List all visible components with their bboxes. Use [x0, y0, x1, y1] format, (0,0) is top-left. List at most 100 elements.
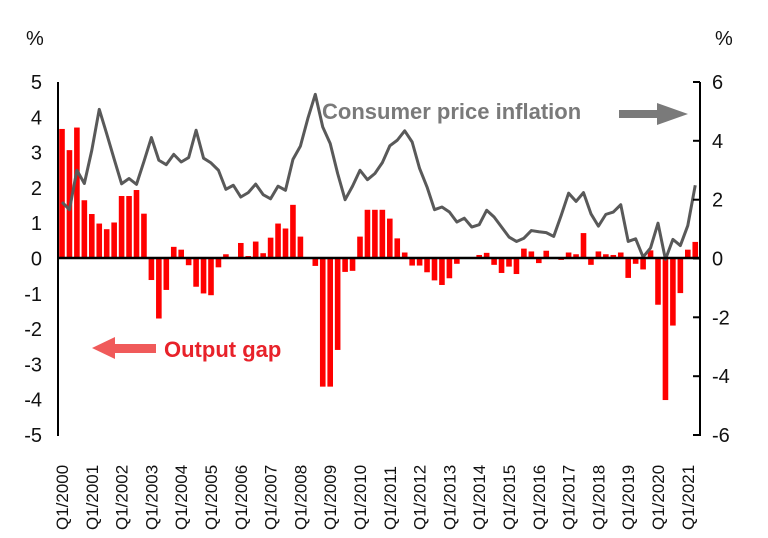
output-gap-bar [111, 222, 117, 259]
output-gap-bar [617, 252, 624, 259]
cpi-line [60, 92, 697, 261]
x-tick-label: Q1/2011 [381, 466, 400, 530]
x-tick-label: Q1/2002 [113, 465, 132, 530]
output-gap-bar [357, 236, 363, 259]
output-gap-bar [655, 258, 661, 305]
right-y-tick-label: -2 [712, 307, 730, 329]
output-gap-bar [409, 258, 415, 266]
output-gap-bar [387, 218, 393, 259]
x-tick-label: Q1/2015 [500, 465, 519, 530]
left-y-tick-label: 3 [31, 143, 42, 165]
output-gap-bar [506, 258, 512, 267]
output-gap-bar [580, 233, 587, 259]
output-gap-bar [498, 258, 505, 273]
x-tick-label: Q1/2007 [262, 465, 281, 530]
output-gap-bar [625, 258, 631, 278]
right-y-tick-label: 6 [712, 72, 723, 94]
left-y-tick-label: -3 [24, 354, 42, 376]
x-tick-label: Q1/2021 [679, 465, 698, 530]
right-arrow-icon [619, 103, 688, 125]
output-gap-bar [632, 258, 639, 264]
output-gap-bar [238, 242, 244, 259]
x-tick-label: Q1/2003 [142, 465, 161, 530]
x-tick-label: Q1/2006 [232, 465, 251, 530]
output-gap-bar [379, 209, 386, 259]
output-gap-bar [431, 258, 438, 281]
output-gap-bar [603, 254, 609, 259]
output-gap-bar [647, 250, 654, 259]
left-y-tick-label: 4 [31, 107, 42, 129]
x-tick-label: Q1/2014 [470, 465, 489, 530]
output-gap-bar [141, 213, 147, 259]
cpi-line-layer [60, 92, 697, 261]
output-gap-bar [200, 258, 207, 294]
output-gap-bar [565, 252, 572, 259]
output-gap-bar [483, 252, 490, 259]
left-y-tick-label: -5 [24, 425, 42, 447]
output-gap-bar [334, 258, 341, 350]
output-gap-bar [170, 246, 177, 259]
output-gap-bar [74, 127, 80, 259]
output-gap-bar [260, 253, 266, 259]
output-gap-bars [59, 127, 699, 401]
output-gap-bar [59, 128, 65, 259]
x-tick-label: Q1/2009 [321, 465, 340, 530]
output-gap-bar [208, 258, 214, 296]
output-gap-bar [148, 258, 155, 281]
output-gap-bar [446, 258, 453, 279]
output-gap-bar [588, 258, 594, 265]
right-y-tick-label: 2 [712, 190, 723, 212]
x-axis-tick-labels: Q1/2000 Q1/2001 Q1/2002 Q1/2003 Q1/2004 Q1/20… [53, 465, 698, 530]
right-y-tick-label: -6 [712, 425, 730, 447]
left-y-tick-label: -4 [24, 390, 42, 412]
output-gap-bar [610, 254, 617, 259]
x-tick-label: Q1/2010 [351, 465, 370, 530]
output-gap-annotation-label: Output gap [164, 337, 281, 362]
output-gap-bar [342, 258, 348, 272]
x-tick-label: Q1/2004 [172, 465, 191, 530]
output-gap-bar [677, 258, 684, 294]
output-gap-annotation: Output gap [92, 337, 281, 362]
output-gap-bar [103, 229, 110, 259]
output-gap-bar [252, 241, 259, 259]
output-gap-bar [89, 214, 95, 259]
output-gap-bar [349, 258, 356, 271]
x-tick-label: Q1/2012 [411, 465, 430, 530]
x-tick-label: Q1/2000 [53, 465, 72, 530]
output-gap-bar [282, 228, 289, 259]
output-gap-bar [521, 248, 527, 259]
left-y-tick-label: 0 [31, 249, 42, 271]
output-gap-bar [312, 258, 319, 266]
output-gap-bar [297, 236, 304, 259]
x-tick-label: Q1/2020 [649, 465, 668, 530]
left-y-tick-label: 2 [31, 178, 42, 200]
output-gap-bar [543, 250, 550, 259]
left-y-tick-label: -1 [24, 284, 42, 306]
output-gap-bar [364, 209, 371, 259]
left-arrow-icon [92, 337, 156, 359]
output-gap-bar [536, 258, 542, 264]
output-gap-bar [193, 258, 199, 287]
output-gap-bar [573, 254, 579, 259]
output-gap-bar [185, 258, 192, 266]
right-y-axis-ticks: 6 4 2 0 -2 -4 -6 [693, 72, 730, 447]
output-gap-bar [401, 252, 408, 259]
output-gap-bar [670, 258, 676, 326]
output-gap-bar [513, 258, 520, 275]
left-y-tick-label: -2 [24, 319, 42, 341]
x-tick-label: Q1/2018 [589, 465, 608, 530]
output-gap-bar [126, 196, 132, 259]
output-gap-bar [178, 249, 184, 259]
output-gap-bar [133, 190, 140, 259]
output-gap-bar [290, 204, 296, 259]
output-gap-bar [394, 238, 401, 259]
left-y-tick-label: 5 [31, 72, 42, 94]
left-axis-unit-label: % [26, 28, 44, 50]
right-y-tick-label: 4 [712, 131, 723, 153]
output-gap-bar [692, 241, 699, 259]
x-tick-label: Q1/2005 [202, 465, 221, 530]
output-gap-bar [156, 258, 162, 319]
output-gap-bar [267, 237, 274, 259]
output-gap-bar [416, 258, 423, 266]
